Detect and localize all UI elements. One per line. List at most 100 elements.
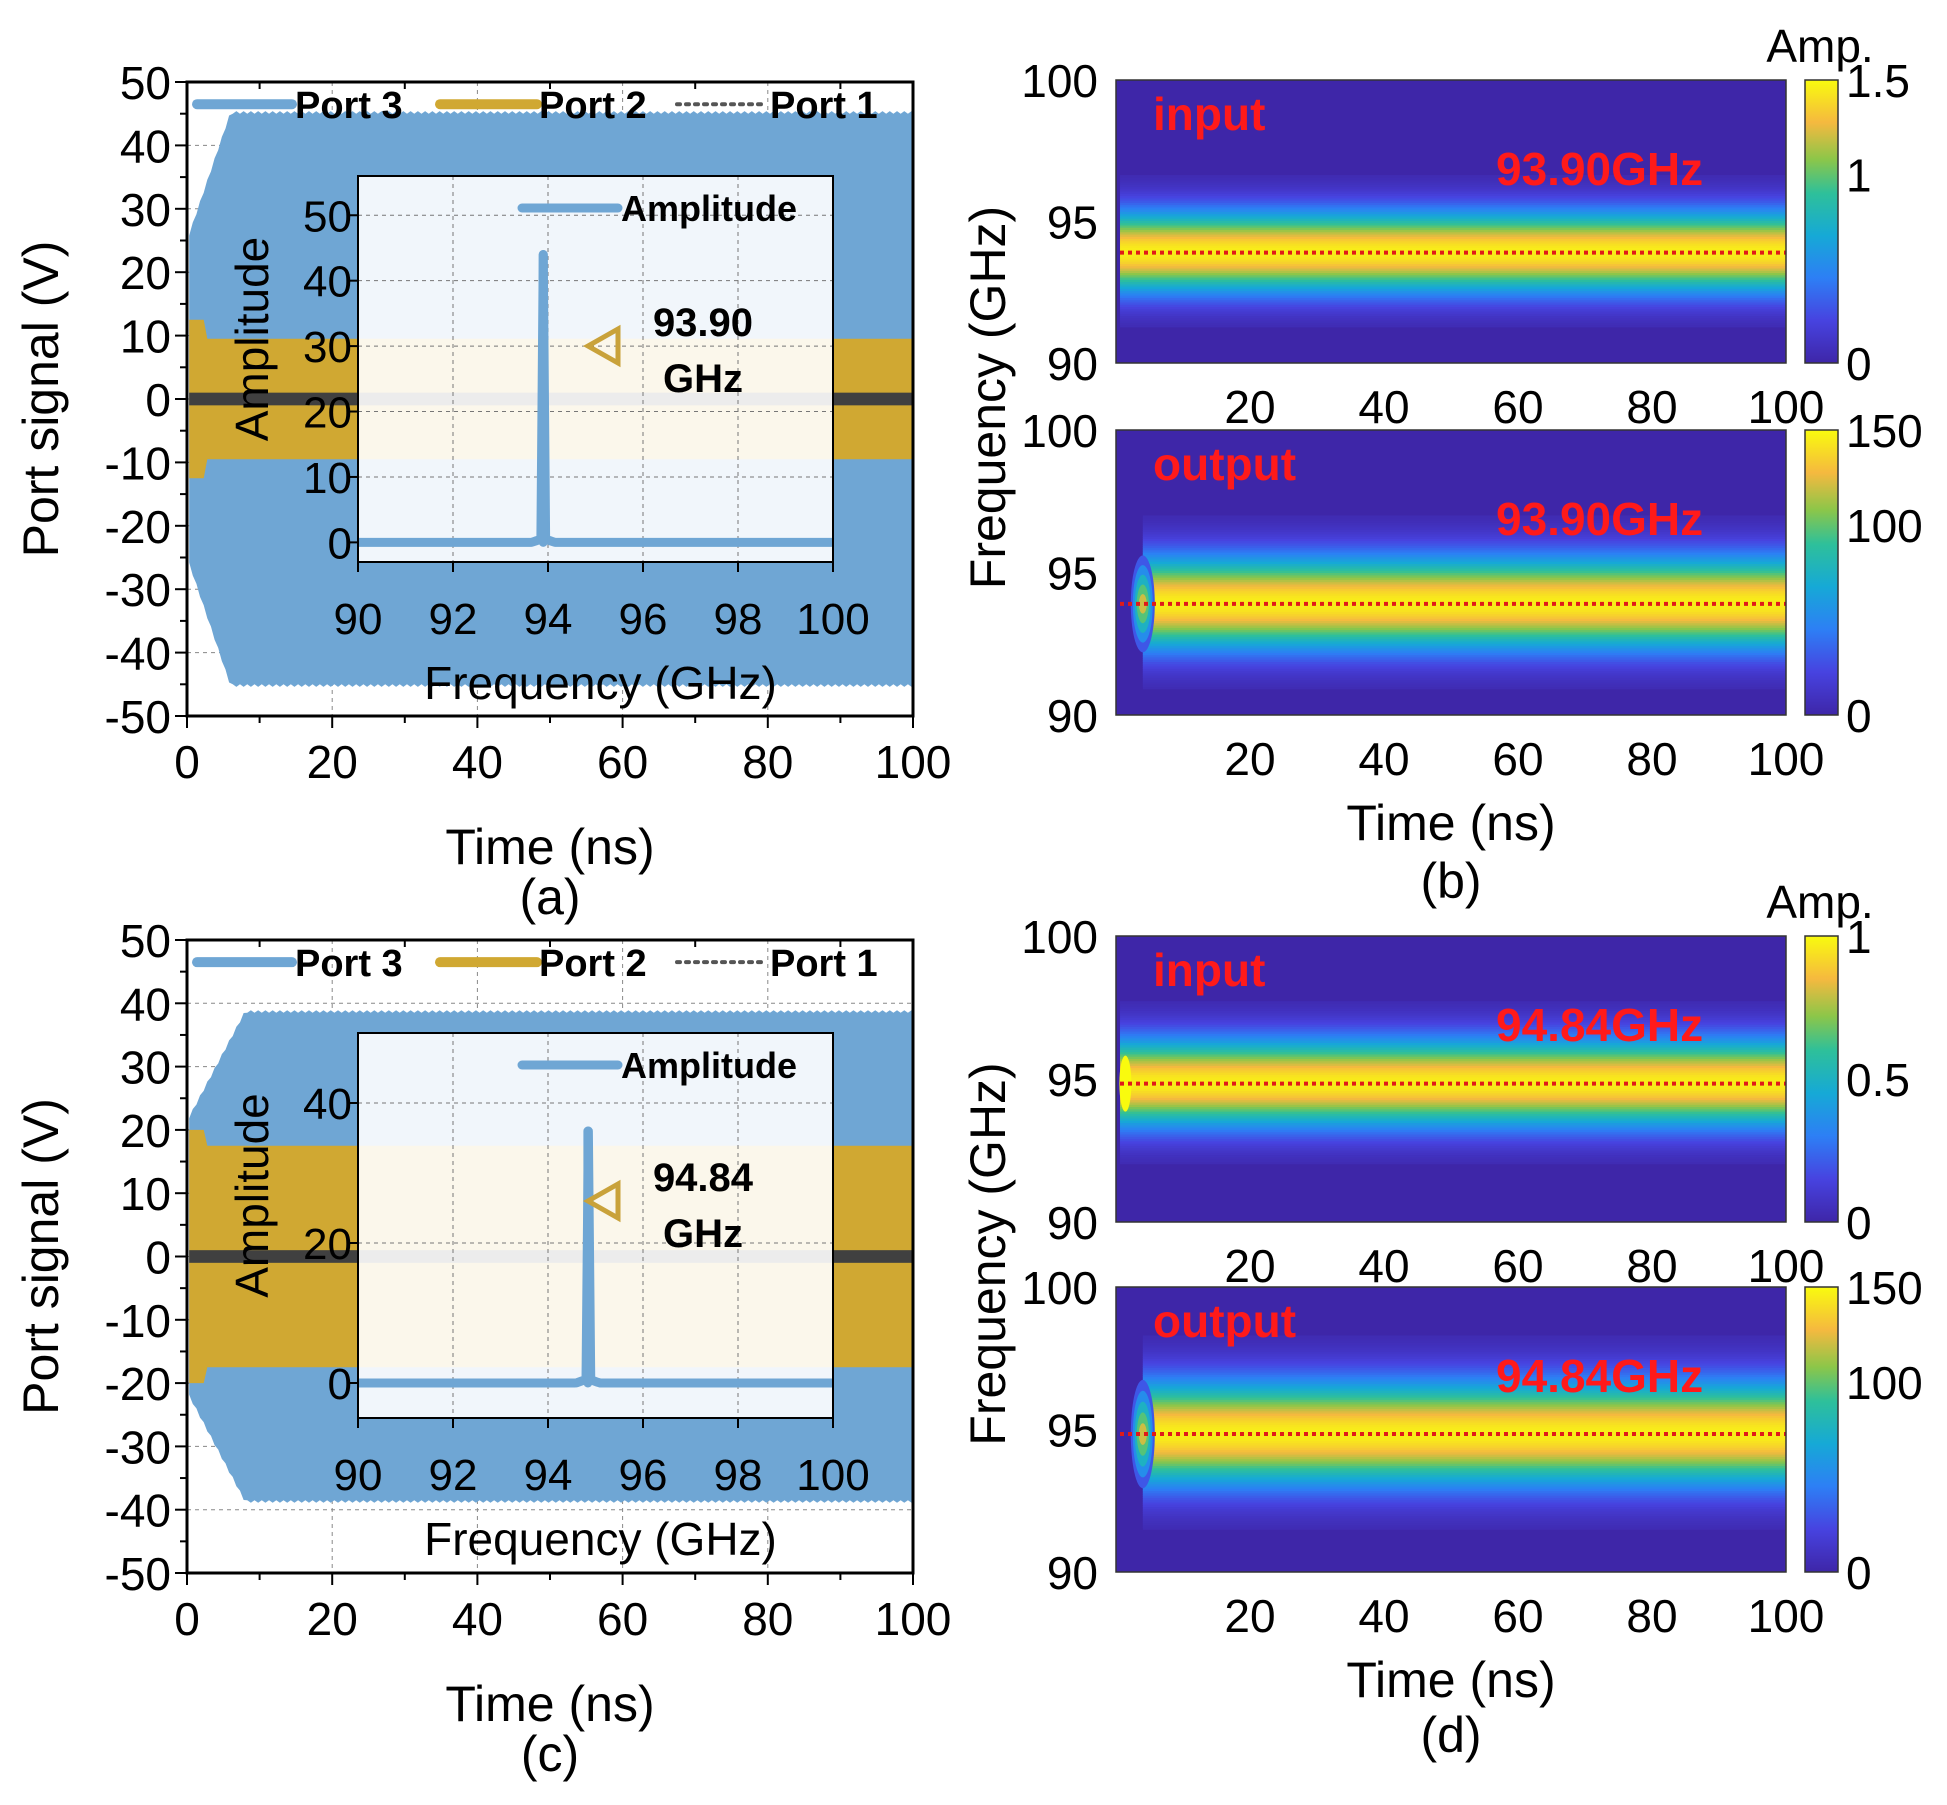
heatmap-cell-row	[1142, 577, 1786, 580]
heatmap-cell-row	[1142, 611, 1786, 615]
y-tick-label: 40	[120, 120, 171, 172]
heatmap-cell-row	[1120, 1120, 1786, 1124]
frequency-annotation: 93.90GHz	[1496, 493, 1703, 545]
colorbar-gradient	[1804, 429, 1839, 716]
heatmap-cell-row	[1142, 613, 1786, 617]
heatmap-cell-row	[1120, 290, 1786, 294]
colorbar: 1.5 1 0	[1804, 55, 1910, 390]
heatmap-cell-row	[1142, 1378, 1786, 1382]
heatmap-cell-row	[1142, 597, 1786, 601]
heatmap-cell-row	[1120, 1106, 1786, 1110]
heatmap-cell-row	[1142, 565, 1786, 569]
heatmap-cell-row	[1142, 1451, 1786, 1455]
heatmap-cell-row	[1120, 1136, 1786, 1140]
colorbar-tick-label: 100	[1846, 1357, 1923, 1409]
heatmap-cell-row	[1142, 645, 1786, 649]
x-tick-label: 40	[452, 736, 503, 788]
y-tick-label: 100	[1021, 405, 1098, 457]
inset-x-tick-label: 96	[619, 595, 668, 644]
peak-marker-icon	[582, 1179, 621, 1223]
heatmap-cell-row	[1142, 572, 1786, 576]
x-tick-label: 20	[307, 1593, 358, 1645]
heatmap-cell-row	[1142, 1342, 1786, 1346]
heatmap-cell-row	[1142, 1335, 1786, 1339]
colorbar: 10.50	[1804, 911, 1910, 1249]
y-axis-label: Frequency (GHz)	[960, 206, 1016, 589]
heatmap-cell-row	[1120, 1060, 1786, 1064]
y-tick-label: -40	[105, 628, 171, 680]
heatmap-cell-row	[1142, 636, 1786, 640]
y-tick-label: 30	[120, 1042, 171, 1094]
heatmap-cell-row	[1142, 1504, 1786, 1508]
heatmap-cell-row	[1120, 227, 1786, 231]
colorbar: 150 100 0	[1804, 405, 1923, 742]
heatmap-cell-row	[1120, 306, 1786, 310]
heatmap-cell-row	[1142, 1392, 1786, 1396]
plot-frame	[1115, 1286, 1787, 1573]
heatmap-cell-row	[1142, 608, 1786, 612]
inset-background	[358, 176, 833, 562]
heatmap-cell-row	[1142, 1438, 1786, 1441]
heatmap-cell-row	[1142, 547, 1786, 551]
x-tick-label: 100	[875, 1593, 952, 1645]
inset-x-tick-label: 90	[334, 1451, 383, 1500]
heatmap-cell-row	[1142, 1511, 1786, 1514]
y-tick-label: 95	[1047, 1054, 1098, 1106]
heatmap-cell-row	[1120, 190, 1786, 194]
inset-frame	[357, 175, 834, 563]
heatmap-cell-row	[1142, 1447, 1786, 1451]
heatmap-cell-row	[1120, 195, 1786, 199]
heatmap-cell-row	[1120, 1088, 1786, 1092]
heatmap-cell-row	[1142, 1358, 1786, 1362]
heatmap-cell-row	[1142, 1492, 1786, 1496]
heatmap-onset	[1138, 1423, 1147, 1445]
y-tick-label: 20	[120, 247, 171, 299]
heatmap-cell-row	[1120, 281, 1786, 285]
heatmap-cell-row	[1120, 301, 1786, 305]
heatmap-cell-row	[1120, 1019, 1786, 1023]
y-tick-label: 20	[120, 1105, 171, 1157]
heatmap-cell-row	[1142, 1522, 1786, 1526]
y-tick-label: 90	[1047, 1547, 1098, 1599]
heatmap-cell-row	[1120, 1140, 1786, 1144]
heatmap-cell-row	[1120, 1161, 1786, 1165]
panel-caption: (a)	[519, 869, 580, 925]
x-tick-label: 0	[174, 1593, 200, 1645]
inset-legend-label: Amplitude	[621, 188, 797, 229]
heatmap-cell-row	[1142, 1337, 1786, 1341]
heatmap-cell-row	[1142, 520, 1786, 523]
inset-spectrum-line	[355, 1126, 836, 1388]
inset-y-tick-label: 20	[303, 1220, 352, 1269]
heatmap-cell-row	[1120, 204, 1786, 208]
x-tick-label: 20	[1224, 1590, 1275, 1642]
heatmap-cell-row	[1142, 1501, 1786, 1505]
heatmap-cell-row	[1120, 1049, 1786, 1053]
heatmap-cell-row	[1142, 1458, 1786, 1462]
heatmap-cell-row	[1120, 297, 1786, 301]
heatmap-cell-row	[1142, 679, 1786, 683]
colorbar-tick-label: 0	[1846, 1547, 1872, 1599]
x-tick-label: 100	[875, 736, 952, 788]
heatmap-cell-row	[1142, 675, 1786, 678]
peak-frequency-value: 94.84	[653, 1156, 754, 1200]
heatmap-cell-row	[1120, 197, 1786, 201]
heatmap-cell-row	[1120, 1056, 1786, 1060]
heatmap-cell-row	[1120, 295, 1786, 298]
heatmap-cell-row	[1142, 647, 1786, 651]
heatmap-cell-row	[1142, 533, 1786, 537]
heatmap-cell-row	[1120, 279, 1786, 283]
heatmap-cell-row	[1142, 1428, 1786, 1432]
heatmap-cell-row	[1120, 218, 1786, 221]
x-tick-label: 100	[1748, 1590, 1825, 1642]
heatmap-cell-row	[1142, 1469, 1786, 1473]
x-tick-label: 80	[1626, 381, 1677, 433]
inset-y-tick-label: 40	[303, 1080, 352, 1129]
heatmap-cell-row	[1142, 545, 1786, 549]
heatmap-cell-row	[1120, 1145, 1786, 1149]
heatmap-cell-row	[1142, 1387, 1786, 1391]
heatmap-cell-row	[1120, 319, 1786, 323]
heatmap-cell-row	[1142, 1485, 1786, 1489]
heatmap-cell-row	[1142, 654, 1786, 658]
heatmap-cell-row	[1142, 522, 1786, 526]
heatmap-cell-row	[1120, 276, 1786, 280]
